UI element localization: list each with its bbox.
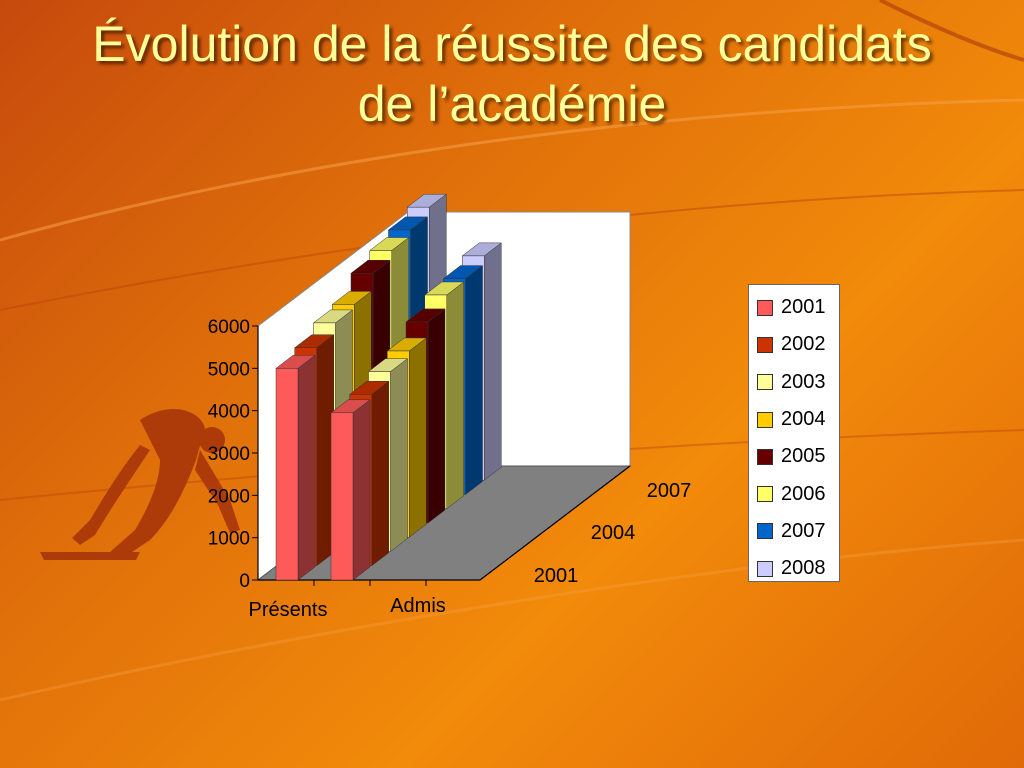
y-tick-label: 3000 <box>208 444 250 465</box>
legend-swatch <box>757 374 773 391</box>
bar-side <box>371 380 389 567</box>
bar-side <box>484 242 502 481</box>
legend-swatch <box>757 560 773 577</box>
legend-item: 2004 <box>757 401 839 438</box>
bars-group <box>275 193 502 581</box>
bar-front <box>275 368 299 581</box>
bar-side <box>446 281 464 510</box>
bar-front <box>330 412 354 581</box>
legend-item: 2002 <box>757 326 839 363</box>
legend-swatch <box>757 336 773 353</box>
legend-item: 2001 <box>757 289 839 326</box>
legend-label: 2001 <box>781 296 826 319</box>
legend-items: 2001 2002 2003 2004 2005 2006 2007 2008 <box>757 289 839 587</box>
background-swoosh <box>0 98 1024 242</box>
y-tick-label: 5000 <box>208 359 250 380</box>
category-label: Admis <box>390 595 446 617</box>
chart-legend: 2001 2002 2003 2004 2005 2006 2007 2008 <box>748 284 840 582</box>
y-tick-label: 0 <box>239 571 250 592</box>
depth-axis-label: 2007 <box>647 480 692 502</box>
bar-side <box>465 265 483 496</box>
legend-item: 2006 <box>757 475 839 512</box>
bar-admis-2001 <box>330 399 371 581</box>
legend-item: 2007 <box>757 513 839 550</box>
y-tick-label: 4000 <box>208 402 250 423</box>
y-axis-ticks: 0 1000 2000 3000 4000 5000 6000 <box>208 317 258 592</box>
bar-side <box>427 308 446 524</box>
legend-swatch <box>757 448 773 465</box>
y-tick-label: 1000 <box>208 529 250 550</box>
depth-axis-labels: 2001 2004 2007 <box>534 480 692 587</box>
legend-item: 2005 <box>757 438 839 475</box>
legend-label: 2002 <box>781 333 826 356</box>
y-tick-label: 6000 <box>208 317 250 338</box>
bar-présents-2001 <box>275 354 316 581</box>
legend-swatch <box>757 299 773 316</box>
category-label: Présents <box>249 599 328 621</box>
background-swoosh <box>0 538 1024 702</box>
depth-axis-label: 2001 <box>534 565 579 587</box>
slide-title: Évolution de la réussite des candidats d… <box>92 16 932 132</box>
legend-item: 2008 <box>757 550 839 587</box>
legend-label: 2003 <box>781 370 826 393</box>
depth-axis-label: 2004 <box>591 522 636 544</box>
legend-label: 2004 <box>781 408 826 431</box>
legend-swatch <box>757 486 773 503</box>
legend-label: 2005 <box>781 445 826 468</box>
bar-side <box>390 358 408 553</box>
legend-swatch <box>757 411 773 428</box>
y-tick-label: 2000 <box>208 486 250 507</box>
bar-side <box>352 399 371 581</box>
legend-label: 2007 <box>781 519 826 542</box>
bar-side <box>409 337 427 538</box>
legend-item: 2003 <box>757 364 839 401</box>
legend-label: 2008 <box>781 557 826 580</box>
chart-axis-line <box>479 465 631 581</box>
background-swoosh <box>879 0 1024 62</box>
legend-swatch <box>757 523 773 540</box>
bar-side <box>297 354 316 581</box>
category-labels: Présents Admis <box>249 580 446 621</box>
runner-silhouette <box>40 408 240 560</box>
legend-label: 2006 <box>781 482 826 505</box>
